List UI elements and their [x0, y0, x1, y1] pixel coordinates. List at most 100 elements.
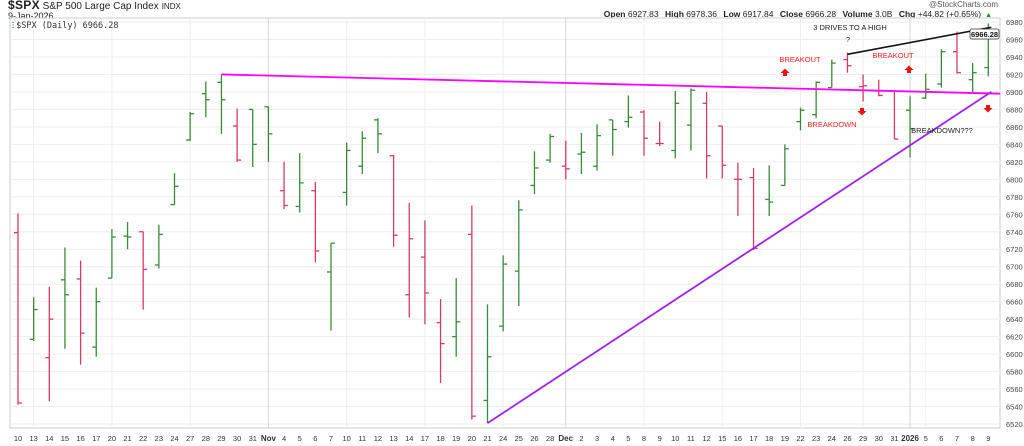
ohlc-bar — [60, 247, 69, 349]
chart-date: 9-Jan-2026 — [8, 11, 54, 21]
y-tick-label: 6620 — [1006, 333, 1023, 342]
ohlc-bar — [686, 88, 695, 151]
ohlc-bar — [14, 213, 22, 405]
y-tick-label: 6900 — [1006, 88, 1023, 97]
x-tick-label: 24 — [499, 434, 507, 443]
x-tick-label: 5 — [626, 434, 630, 443]
y-tick-label: 6840 — [1006, 140, 1023, 149]
ohlc-bar — [123, 222, 132, 250]
trendline-support — [487, 91, 992, 424]
x-tick-label: 10 — [671, 434, 679, 443]
ohlc-bar — [655, 121, 664, 147]
arrow-down-icon — [857, 108, 867, 116]
close-value: 6966.28 — [805, 9, 837, 19]
chart-legend: ⫶ $SPX (Daily) 6966.28 — [12, 21, 119, 31]
ohlc-bar — [295, 153, 304, 213]
x-tick-label: 12 — [702, 434, 710, 443]
x-tick-label: 23 — [155, 434, 163, 443]
x-tick-label: 18 — [436, 434, 444, 443]
x-tick-label: 15 — [61, 434, 69, 443]
ohlc-bar — [342, 142, 351, 206]
low-label: Low — [723, 9, 741, 19]
y-tick-label: 6700 — [1006, 263, 1023, 272]
ohlc-bar — [248, 108, 257, 168]
high-label: High — [665, 9, 684, 19]
x-tick-label: 12 — [374, 434, 382, 443]
ohlc-bar — [436, 299, 445, 383]
ohlc-bar — [420, 220, 429, 325]
chg-label: Chg — [898, 9, 916, 19]
x-tick-label: 29 — [859, 434, 867, 443]
x-tick-label: 26 — [843, 434, 851, 443]
ohlc-bar — [170, 173, 179, 206]
y-tick-label: 6860 — [1006, 123, 1023, 132]
symbol: $SPX — [8, 0, 40, 12]
x-tick-label: 11 — [358, 434, 366, 443]
x-tick-label: 9 — [658, 434, 662, 443]
arrow-up-icon — [780, 68, 790, 76]
ohlc-bar — [405, 202, 414, 318]
x-tick-label: 13 — [389, 434, 397, 443]
y-tick-label: 6680 — [1006, 280, 1023, 289]
ohlc-bar-icon: ⫶ — [12, 21, 15, 31]
y-tick-label: 6880 — [1006, 105, 1023, 114]
x-tick-label: 3 — [595, 434, 599, 443]
chart-title: $SPX S&P 500 Large Cap Index INDX — [8, 0, 181, 12]
x-tick-label: 13 — [29, 434, 37, 443]
x-tick-label: 6 — [313, 434, 317, 443]
ohlc-bar — [577, 132, 586, 175]
y-tick-label: 6600 — [1006, 350, 1023, 359]
volume-label: Volume — [842, 9, 873, 19]
y-tick-label: 6520 — [1006, 420, 1023, 429]
x-tick-label: 17 — [92, 434, 100, 443]
ohlc-bar — [530, 151, 539, 195]
x-tick-label: 30 — [233, 434, 241, 443]
ohlc-bar — [186, 112, 195, 141]
ohlc-bar — [233, 108, 242, 162]
x-tick-label: 9 — [986, 434, 990, 443]
ohlc-bar — [373, 118, 382, 154]
ohlc-bar — [467, 205, 476, 420]
ohlc-bar — [45, 286, 54, 402]
x-tick-label: 31 — [249, 434, 257, 443]
x-tick-label: 8 — [971, 434, 975, 443]
x-tick-label: 11 — [687, 434, 695, 443]
y-tick-label: 6800 — [1006, 175, 1023, 184]
y-tick-label: 6920 — [1006, 70, 1023, 79]
x-tick-label: 22 — [796, 434, 804, 443]
x-tick-label: 31 — [890, 434, 898, 443]
ohlc-bar — [624, 95, 633, 128]
ohlc-bar — [671, 91, 680, 159]
ohlc-bar — [327, 242, 335, 331]
x-tick-label: 5 — [924, 434, 928, 443]
ohlc-bar — [953, 31, 961, 74]
ohlc-bar — [546, 133, 555, 163]
ohlc-bar — [280, 161, 289, 210]
x-tick-label: 15 — [718, 434, 726, 443]
x-tick-label: 5 — [298, 434, 302, 443]
y-tick-label: 6980 — [1006, 18, 1023, 27]
ohlc-bar — [968, 63, 977, 92]
x-tick-label: 14 — [405, 434, 413, 443]
x-tick-label: 17 — [749, 434, 757, 443]
ohlc-bar — [702, 91, 711, 179]
trendline-resistance — [221, 73, 1001, 95]
x-tick-label: 20 — [108, 434, 116, 443]
last-price-label: 6966.28 — [971, 30, 998, 39]
y-tick-label: 6640 — [1006, 315, 1023, 324]
x-tick-label: 2026 — [901, 434, 919, 443]
x-tick-label: 26 — [530, 434, 538, 443]
x-tick-label: 24 — [170, 434, 178, 443]
x-tick-label: 19 — [452, 434, 460, 443]
ohlc-bar — [733, 162, 742, 217]
x-tick-label: 14 — [45, 434, 53, 443]
ohlc-bar — [452, 278, 461, 357]
ohlc-bar — [139, 231, 148, 310]
ohlc-bar — [796, 107, 805, 131]
x-tick-label: 18 — [765, 434, 773, 443]
x-tick-label: 20 — [468, 434, 476, 443]
ohlc-bar — [499, 255, 508, 332]
ohlc-bar — [217, 74, 226, 134]
x-tick-label: 29 — [217, 434, 225, 443]
